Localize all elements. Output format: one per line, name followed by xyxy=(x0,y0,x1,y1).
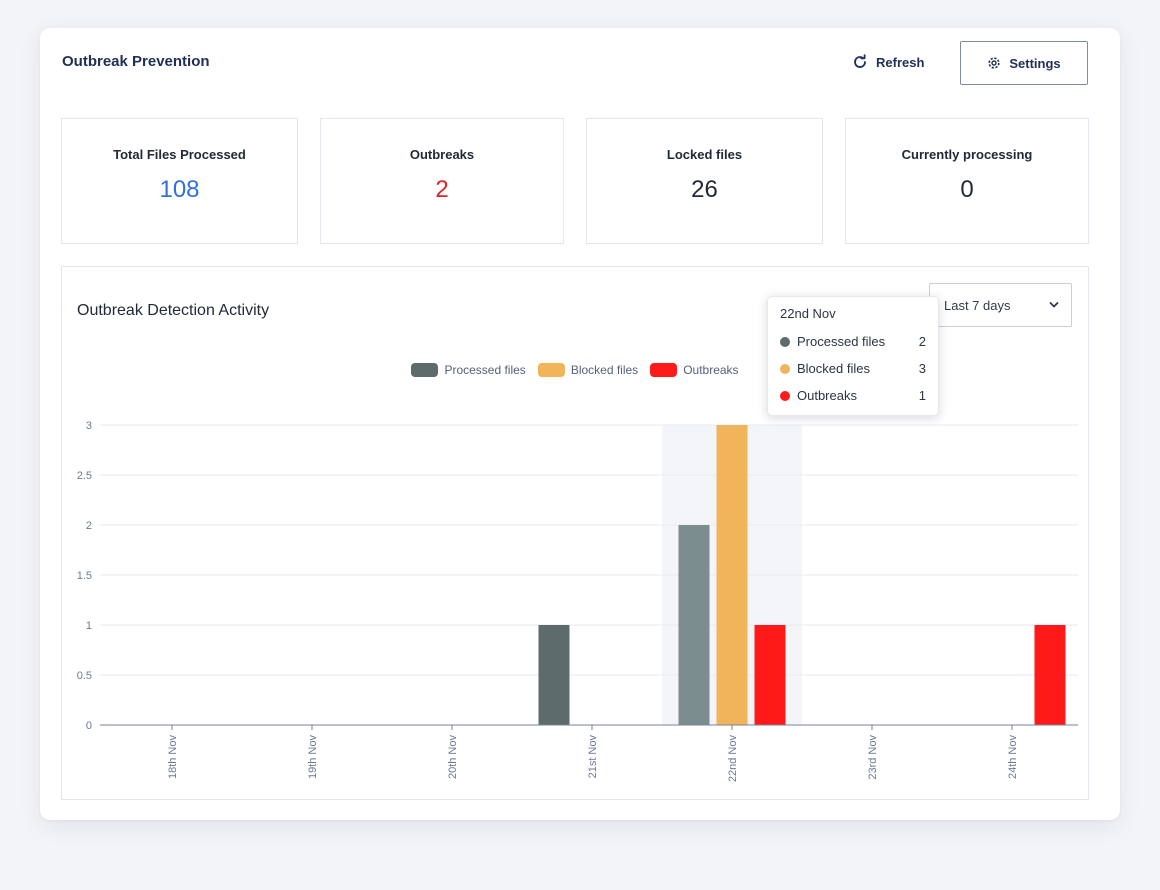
date-range-value: Last 7 days xyxy=(944,297,1011,313)
bar-outbreaks xyxy=(1034,625,1066,725)
y-tick-label: 2 xyxy=(86,520,92,532)
chart-title: Outbreak Detection Activity xyxy=(77,302,270,319)
legend-swatch xyxy=(411,363,439,377)
x-tick-label: 19th Nov xyxy=(307,735,319,780)
chevron-down-icon xyxy=(1049,302,1059,308)
y-tick-label: 3 xyxy=(86,420,92,432)
stat-label: Outbreaks xyxy=(409,147,475,162)
bar-outbreaks xyxy=(754,625,786,725)
settings-label: Settings xyxy=(1009,55,1061,71)
tooltip-row-outbreaks: Outbreaks 1 xyxy=(780,382,926,409)
bar-chart: 0 0.5 1 1.5 2 2.5 3 18th Nov 19th Nov 20th Nov 21s… xyxy=(77,420,1078,783)
refresh-label: Refresh xyxy=(876,54,925,70)
y-tick-label: 1.5 xyxy=(77,570,92,582)
tooltip-series-name: Processed files xyxy=(797,334,886,349)
legend-item-outbreaks[interactable]: Outbreaks xyxy=(650,363,739,377)
x-tick-label: 21st Nov xyxy=(587,735,599,779)
y-tick-label: 2.5 xyxy=(77,470,92,482)
stat-label: Locked files xyxy=(666,147,743,162)
refresh-icon xyxy=(854,54,866,68)
stat-value: 2 xyxy=(435,176,449,203)
chart-tooltip: 22nd Nov Processed files 2 Blocked files… xyxy=(767,296,939,416)
legend-swatch xyxy=(650,363,678,377)
legend-swatch xyxy=(537,363,565,377)
tooltip-series-value: 1 xyxy=(918,388,926,403)
bar-blocked-files xyxy=(716,425,748,725)
x-tick-label: 23rd Nov xyxy=(867,735,879,780)
tooltip-dot xyxy=(780,390,790,401)
tooltip-series-value: 2 xyxy=(918,334,926,349)
y-tick-label: 0.5 xyxy=(77,670,92,682)
y-tick-label: 1 xyxy=(86,620,92,632)
bar-processed-files xyxy=(538,625,570,725)
outbreak-prevention-card: Outbreak Prevention Refresh Settings Tot… xyxy=(40,28,1120,820)
legend-label: Processed files xyxy=(444,363,526,377)
tooltip-dot xyxy=(780,336,790,347)
x-tick-label: 22nd Nov xyxy=(727,735,739,783)
refresh-button[interactable]: Refresh xyxy=(852,48,924,76)
chart-legend: Processed files Blocked files Outbreaks xyxy=(62,363,1088,377)
gear-icon xyxy=(988,57,1000,69)
legend-label: Outbreaks xyxy=(683,363,739,377)
tooltip-series-name: Outbreaks xyxy=(797,388,857,403)
x-tick-label: 20th Nov xyxy=(447,735,459,780)
y-tick-label: 0 xyxy=(86,720,92,732)
tooltip-title: 22nd Nov xyxy=(780,306,836,321)
stat-label: Total Files Processed xyxy=(113,147,246,162)
stat-value: 26 xyxy=(691,176,718,203)
tooltip-series-name: Blocked files xyxy=(797,361,870,376)
stat-total-files: Total Files Processed 108 xyxy=(61,118,298,244)
stat-label: Currently processing xyxy=(901,147,1033,162)
bar-processed-files xyxy=(678,525,710,725)
stat-currently-processing: Currently processing 0 xyxy=(845,118,1089,244)
settings-button[interactable]: Settings xyxy=(960,41,1088,85)
stat-outbreaks: Outbreaks 2 xyxy=(320,118,564,244)
legend-item-processed[interactable]: Processed files xyxy=(411,363,526,377)
tooltip-dot xyxy=(780,363,790,374)
x-tick-label: 18th Nov xyxy=(167,735,179,780)
tooltip-row-blocked: Blocked files 3 xyxy=(780,355,926,382)
stat-value: 0 xyxy=(960,176,974,203)
stat-value: 108 xyxy=(159,176,200,203)
stat-locked-files: Locked files 26 xyxy=(586,118,823,244)
legend-item-blocked[interactable]: Blocked files xyxy=(537,363,639,377)
page-title: Outbreak Prevention xyxy=(62,53,210,70)
legend-label: Blocked files xyxy=(570,363,639,377)
tooltip-series-value: 3 xyxy=(918,361,926,376)
tooltip-row-processed: Processed files 2 xyxy=(780,328,926,355)
x-tick-label: 24th Nov xyxy=(1007,735,1019,780)
